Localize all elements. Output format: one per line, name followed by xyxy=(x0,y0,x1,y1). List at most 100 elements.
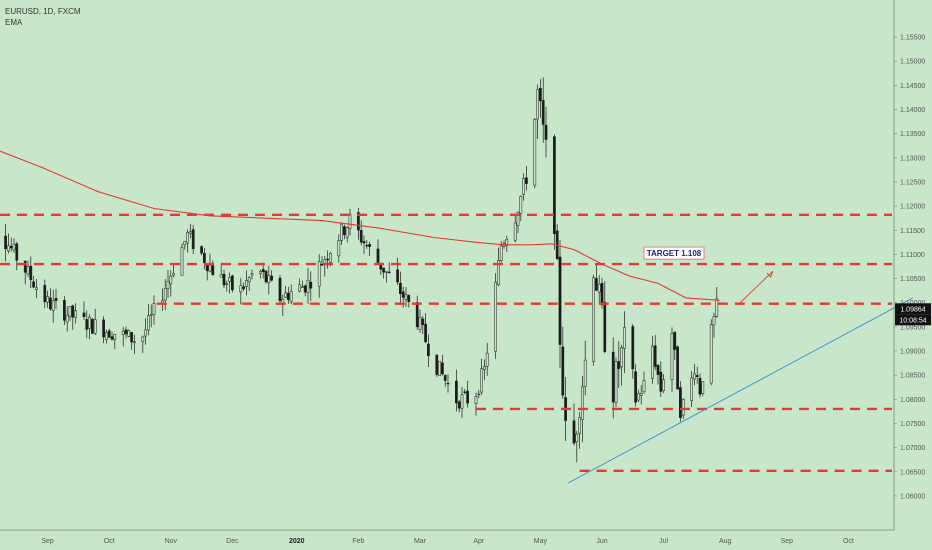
candle-body xyxy=(460,394,464,409)
candle-body xyxy=(186,231,189,244)
candle-body xyxy=(152,303,156,315)
candle-body xyxy=(239,285,243,293)
candle-body xyxy=(23,260,27,273)
candle-body xyxy=(71,305,75,318)
candle-body xyxy=(329,253,332,263)
candle-body xyxy=(29,265,33,280)
candle-body xyxy=(88,316,91,329)
candle-body xyxy=(102,319,105,338)
candle-body xyxy=(68,305,72,317)
candle-body xyxy=(415,302,419,328)
candle-body xyxy=(105,332,108,340)
candle-body xyxy=(222,273,226,286)
price-tick-label: 1.12500 xyxy=(900,179,925,186)
candle-body xyxy=(693,373,696,380)
candle-body xyxy=(457,401,461,409)
candle-body xyxy=(651,345,654,379)
candle-body xyxy=(637,392,640,401)
candle-body xyxy=(113,333,117,340)
candle-body xyxy=(74,310,77,318)
time-tick-label: Oct xyxy=(843,538,854,545)
ema-line[interactable] xyxy=(0,146,720,301)
candle-body xyxy=(242,286,245,290)
candle-body xyxy=(180,247,184,276)
candle-body xyxy=(499,245,503,261)
candle-body xyxy=(642,380,646,393)
candle-body xyxy=(662,379,665,391)
candle-body xyxy=(82,312,86,317)
price-tick-label: 1.07000 xyxy=(900,445,925,452)
candle-body xyxy=(326,258,329,261)
candle-body xyxy=(659,371,663,392)
candle-body xyxy=(519,196,523,214)
candle-body xyxy=(7,245,10,252)
candle-body xyxy=(32,281,35,288)
candle-body xyxy=(541,100,545,125)
candle-body xyxy=(427,343,430,357)
candle-body xyxy=(267,275,271,283)
time-tick-label: Feb xyxy=(352,538,364,545)
candle-body xyxy=(231,275,234,291)
candle-body xyxy=(63,300,66,321)
candle-body xyxy=(497,260,500,285)
candle-body xyxy=(558,256,562,345)
candle-body xyxy=(359,230,363,243)
candle-body xyxy=(46,296,49,303)
candle-body xyxy=(480,368,483,393)
candle-body xyxy=(516,212,520,226)
candle-body xyxy=(670,333,674,380)
candle-body xyxy=(141,336,145,342)
candle-body xyxy=(485,352,489,367)
candle-body xyxy=(309,281,313,289)
candle-body xyxy=(656,365,660,375)
candle-body xyxy=(583,359,587,387)
price-tick-label: 1.13500 xyxy=(900,131,925,138)
candle-body xyxy=(533,119,537,186)
candle-body xyxy=(603,301,607,352)
time-tick-label: Jul xyxy=(659,538,668,545)
trendline[interactable] xyxy=(568,297,914,484)
candle-body xyxy=(15,243,19,261)
candle-body xyxy=(595,278,598,291)
price-tick-label: 1.10500 xyxy=(900,276,925,283)
target-arrow[interactable] xyxy=(738,271,774,305)
candle-body xyxy=(270,275,273,281)
candle-body xyxy=(575,433,579,443)
candle-body xyxy=(396,269,399,283)
price-tick-label: 1.14000 xyxy=(900,107,925,114)
candle-body xyxy=(35,287,38,290)
candle-body xyxy=(617,361,621,369)
candle-body xyxy=(65,314,69,323)
last-price-value: 1.09864 xyxy=(900,306,925,313)
candle-body xyxy=(203,253,206,264)
price-tick-label: 1.13000 xyxy=(900,155,925,162)
candle-body xyxy=(536,89,539,120)
candle-body xyxy=(85,319,89,330)
candle-body xyxy=(544,124,548,140)
candle-body xyxy=(376,248,380,263)
candle-body xyxy=(169,275,173,285)
candle-body xyxy=(385,271,388,273)
price-tick-label: 1.15500 xyxy=(900,35,925,42)
candle-body xyxy=(149,314,153,316)
candle-body xyxy=(401,291,405,298)
candle-body xyxy=(505,239,509,246)
candle-body xyxy=(301,286,304,288)
target-label[interactable]: TARGET 1.108 xyxy=(647,249,702,258)
target-label-box[interactable] xyxy=(643,246,705,260)
candle-body xyxy=(228,277,231,282)
candle-body xyxy=(306,280,310,293)
candle-body xyxy=(676,346,679,390)
candle-body xyxy=(578,417,581,434)
candle-body xyxy=(357,212,360,231)
candle-body xyxy=(345,227,349,238)
candle-body xyxy=(572,420,576,444)
countdown-badge xyxy=(895,314,931,326)
candle-body xyxy=(701,381,705,394)
candle-body xyxy=(208,264,212,272)
ema-indicator-label[interactable]: EMA xyxy=(5,18,23,27)
candle-body xyxy=(463,391,467,393)
candle-body xyxy=(715,298,719,317)
